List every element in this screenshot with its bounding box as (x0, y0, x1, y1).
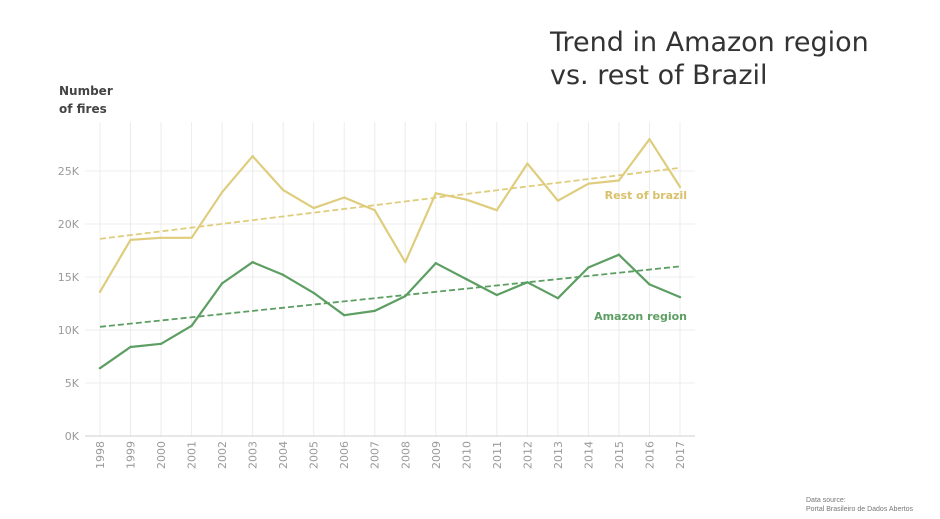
data-point (678, 185, 682, 189)
data-point (648, 283, 651, 286)
x-tick-label: 2007 (369, 441, 382, 469)
x-tick-label: 2013 (552, 441, 565, 469)
data-point (312, 291, 315, 295)
data-point (404, 260, 407, 264)
data-point (343, 313, 346, 317)
y-axis-label: Number of fires (59, 82, 113, 118)
data-point (251, 154, 254, 158)
x-tick-label: 2001 (186, 441, 199, 469)
y-tick-label: 5K (65, 377, 80, 390)
x-tick-label: 2006 (338, 441, 351, 469)
x-tick-label: 2008 (399, 441, 412, 469)
x-tick-label: 2012 (521, 441, 534, 469)
data-point (587, 266, 590, 269)
x-tick-label: 2014 (582, 441, 595, 469)
data-point (648, 138, 651, 141)
data-point (495, 293, 499, 297)
data-point (556, 199, 560, 202)
data-point (434, 262, 437, 265)
x-tick-label: 2003 (247, 441, 260, 469)
data-point (617, 179, 621, 182)
y-tick-label: 20K (58, 218, 80, 231)
data-point (556, 297, 560, 300)
data-point (220, 282, 224, 285)
data-point (465, 277, 468, 281)
data-point (220, 191, 224, 194)
data-source-line1: Data source: (806, 497, 846, 504)
data-point (373, 309, 376, 313)
data-point (495, 209, 499, 212)
data-point (129, 345, 132, 349)
x-tick-label: 2011 (491, 441, 504, 469)
data-point (373, 209, 376, 212)
data-point (587, 182, 590, 185)
x-tick-label: 2005 (308, 441, 321, 469)
data-point (281, 188, 285, 192)
chart-title-line2: vs. rest of Brazil (550, 60, 768, 91)
y-tick-label: 15K (58, 271, 80, 284)
data-point (98, 290, 102, 294)
data-point (159, 342, 163, 345)
data-point (251, 260, 254, 264)
y-axis-label-line2: of fires (59, 102, 107, 116)
x-tick-label: 1998 (94, 441, 107, 469)
y-axis-label-line1: Number (59, 84, 113, 98)
x-tick-label: 2004 (277, 441, 290, 469)
x-tick-label: 2002 (216, 441, 229, 469)
y-tick-label: 25K (58, 165, 80, 178)
x-tick-label: 2016 (643, 441, 656, 469)
data-point (404, 294, 407, 298)
y-tick-label: 10K (58, 324, 80, 337)
x-tick-label: 1999 (125, 441, 138, 469)
x-tick-label: 2017 (674, 441, 687, 469)
data-source-line2: Portal Brasileiro de Dados Abertos (806, 506, 913, 513)
data-point (526, 162, 529, 165)
trend-line-0 (99, 166, 681, 240)
x-tick-label: 2009 (430, 441, 443, 469)
data-point (526, 281, 529, 284)
data-point (343, 196, 346, 199)
data-point (190, 324, 193, 327)
data-point (465, 198, 468, 201)
data-point (617, 253, 621, 256)
data-point (281, 273, 285, 277)
y-tick-label: 0K (65, 430, 80, 443)
trend-lines (99, 166, 681, 328)
series-lines (98, 138, 682, 370)
series-line-1 (99, 253, 681, 370)
trend-line-1 (99, 265, 681, 328)
data-point (312, 206, 315, 210)
x-tick-label: 2000 (155, 441, 168, 469)
axes-layer: 0K 5K 10K 15K 20K 25K 1998 1999 2000 2001 2002 2003… (58, 165, 695, 469)
series-line-0 (99, 138, 681, 293)
data-point (434, 192, 437, 195)
series-label-amazon-region: Amazon region (594, 310, 687, 323)
x-tick-label: 2015 (613, 441, 626, 469)
data-point (98, 366, 102, 370)
data-point (129, 238, 132, 242)
data-point (678, 295, 682, 299)
chart-title-line1: Trend in Amazon region (550, 27, 869, 58)
chart-title: Trend in Amazon region vs. rest of Brazi… (550, 26, 930, 92)
grid-layer (85, 122, 695, 436)
data-source-note: Data source: Portal Brasileiro de Dados … (806, 496, 913, 514)
series-label-rest-of-brazil: Rest of brazil (605, 189, 687, 202)
x-tick-label: 2010 (460, 441, 473, 469)
data-point (190, 236, 193, 239)
data-point (159, 236, 163, 239)
